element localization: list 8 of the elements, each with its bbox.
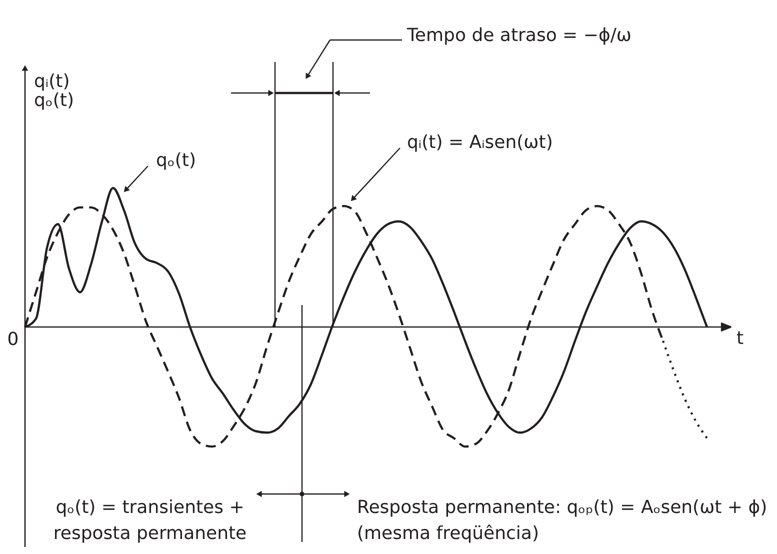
text: qᵢ(t) = Aᵢsen(ωt) [407,132,553,153]
text: Tempo de atraso = −ϕ/ω [406,25,632,46]
text: 0 [7,329,19,350]
x-axis-title: t [736,328,744,349]
y-axis-title: qᵢ(t) qₒ(t) [34,71,74,111]
text: Resposta permanente: qₒₚ(t) = Aₒsen(ωt + ϕ) (mesma freqüência) [357,497,768,544]
text: qₒ(t) = transientes + resposta permanente [53,497,247,544]
text: qₒ(t) [156,150,196,171]
